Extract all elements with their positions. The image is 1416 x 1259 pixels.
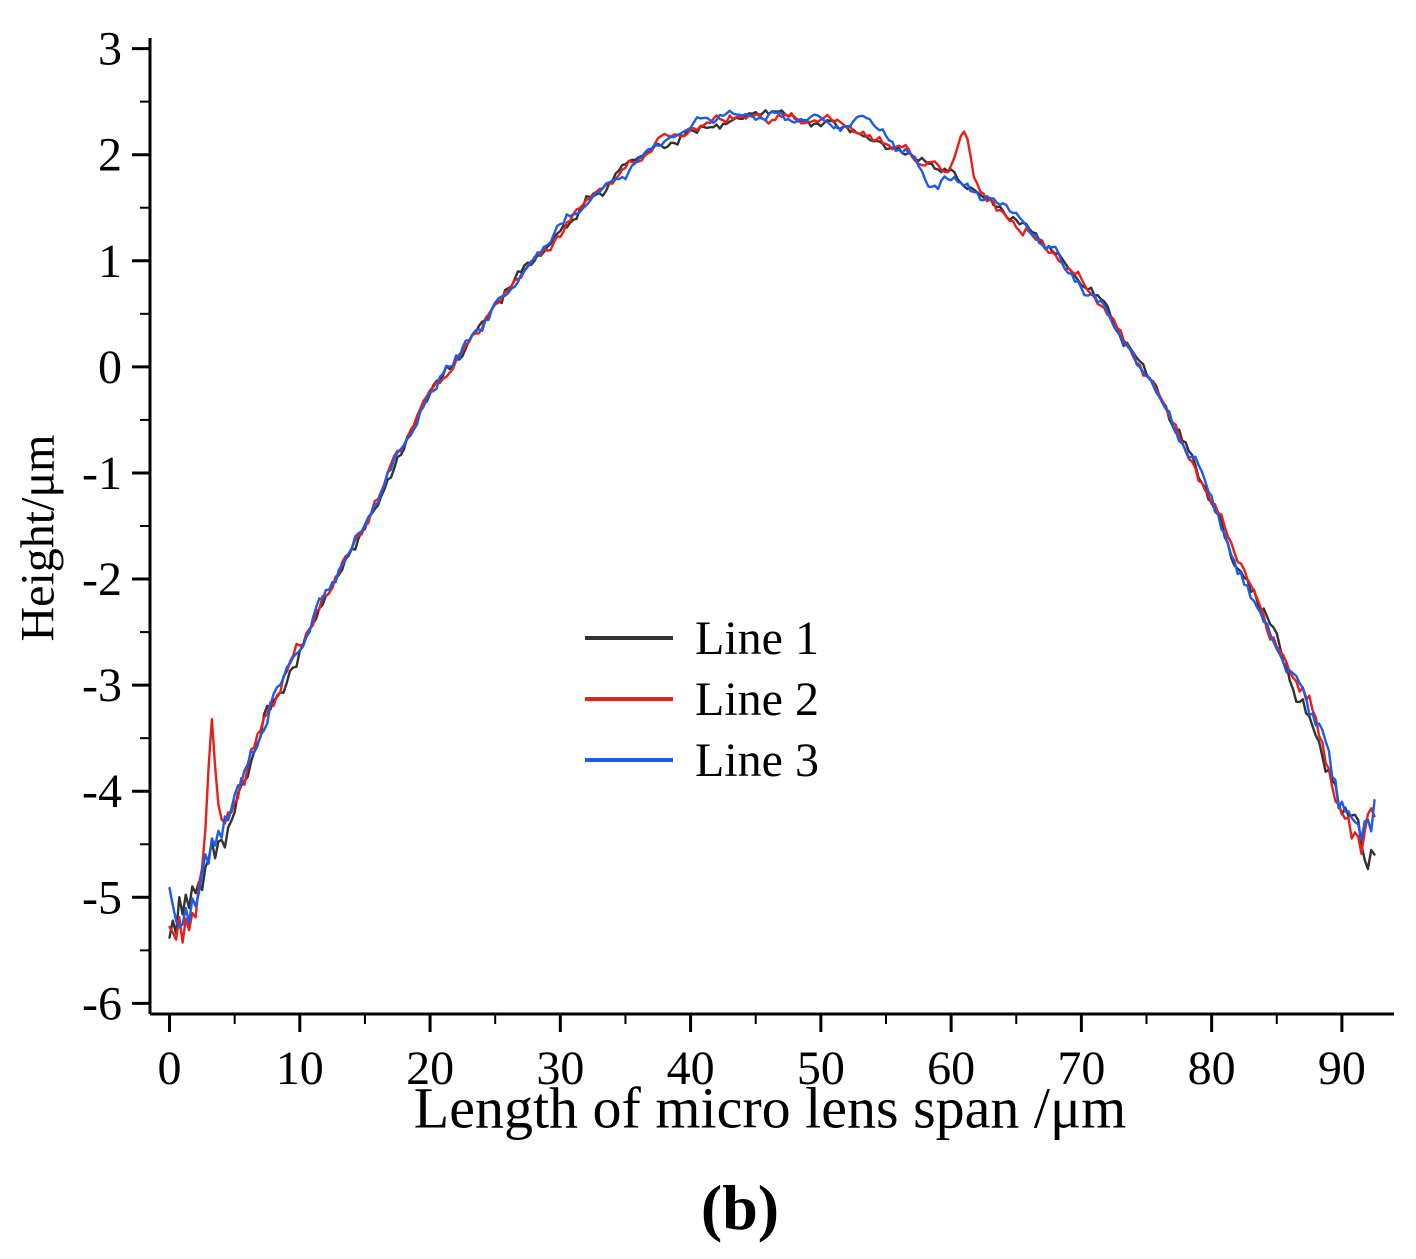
y-tick-label: 2: [98, 129, 122, 182]
legend: Line 1 Line 2 Line 3: [585, 612, 819, 787]
legend-label-2: Line 2: [695, 673, 819, 726]
y-tick-label: -3: [82, 659, 122, 712]
y-tick-label: 3: [98, 23, 122, 76]
y-tick-label: -5: [82, 871, 122, 924]
x-tick-label: 70: [1057, 1042, 1105, 1095]
legend-label-3: Line 3: [695, 734, 819, 787]
y-tick-label: -2: [82, 553, 122, 606]
y-tick-label: 1: [98, 235, 122, 288]
axes: [148, 38, 1394, 1016]
series-line-2: [168, 112, 1376, 944]
y-axis-label: Height/μm: [11, 434, 65, 642]
series-line-1: [168, 109, 1376, 939]
y-tick-label: -6: [82, 977, 122, 1030]
x-tick-label: 80: [1188, 1042, 1236, 1095]
tick-labels: 0 10 20 30 40 50 60 70 80 90 -6 -5 -4 -3 -2 -1 0 1 2 3: [82, 23, 1366, 1095]
y-tick-label: -1: [82, 447, 122, 500]
x-tick-label: 40: [667, 1042, 715, 1095]
x-tick-label: 30: [536, 1042, 584, 1095]
y-tick-label: 0: [98, 341, 122, 394]
x-tick-label: 60: [927, 1042, 975, 1095]
series-lines: [168, 109, 1376, 944]
x-tick-label: 0: [158, 1042, 182, 1095]
x-axis-label: Length of micro lens span /μm: [413, 1075, 1127, 1141]
x-tick-label: 20: [406, 1042, 454, 1095]
x-tick-label: 10: [276, 1042, 324, 1095]
y-tick-label: -4: [82, 765, 122, 818]
axis-ticks: [132, 47, 1344, 1032]
x-tick-label: 90: [1318, 1042, 1366, 1095]
series-line-3: [168, 109, 1376, 929]
figure-caption: (b): [700, 1172, 780, 1243]
legend-label-1: Line 1: [695, 612, 819, 665]
x-tick-label: 50: [797, 1042, 845, 1095]
